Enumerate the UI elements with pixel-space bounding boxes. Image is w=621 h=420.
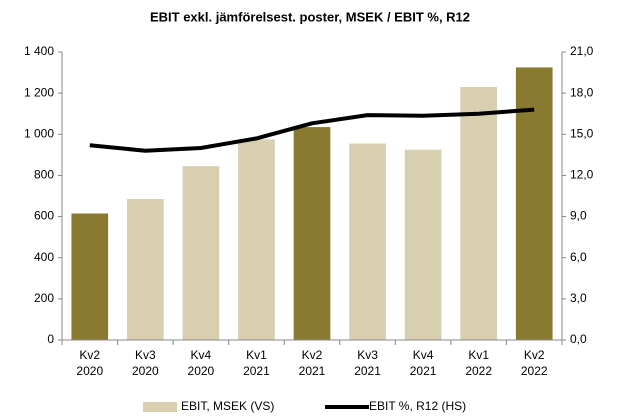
bar: [71, 213, 109, 340]
y2-tick-label: 18,0: [570, 85, 594, 99]
y-tick-label: 200: [34, 291, 54, 305]
x-tick-label: 2021: [354, 364, 381, 378]
x-tick-label: 2021: [410, 364, 437, 378]
x-tick-label: Kv4: [191, 348, 212, 362]
legend-label: EBIT %, R12 (HS): [369, 399, 466, 413]
bar: [127, 199, 164, 340]
bar: [349, 143, 386, 340]
bar: [238, 139, 275, 340]
y2-tick-label: 6,0: [570, 250, 587, 264]
x-tick-label: 2021: [299, 364, 326, 378]
x-tick-label: 2020: [188, 364, 215, 378]
y-tick-label: 0: [47, 332, 54, 346]
bar: [182, 166, 220, 340]
bar: [460, 86, 497, 340]
bar: [515, 67, 553, 340]
bar: [293, 127, 331, 340]
y2-tick-label: 21,0: [570, 44, 594, 58]
line: [89, 107, 535, 153]
x-tick-label: 2020: [132, 364, 159, 378]
legend-label: EBIT, MSEK (VS): [181, 399, 274, 413]
y-tick-label: 1 200: [24, 85, 54, 99]
y2-tick-label: 9,0: [570, 209, 587, 223]
y-tick-label: 1 400: [24, 44, 54, 58]
x-tick-label: Kv3: [135, 348, 156, 362]
x-tick-label: 2022: [465, 364, 492, 378]
y2-tick-label: 0,0: [570, 332, 587, 346]
x-tick-label: Kv4: [413, 348, 434, 362]
y-tick-label: 600: [34, 209, 54, 223]
legend-swatch: [143, 402, 177, 412]
y-tick-label: 1 000: [24, 126, 54, 140]
y2-tick-label: 15,0: [570, 126, 594, 140]
x-tick-label: Kv2: [524, 348, 545, 362]
x-tick-label: 2021: [243, 364, 270, 378]
x-tick-label: Kv1: [468, 348, 489, 362]
bar: [404, 149, 442, 340]
x-tick-label: Kv2: [302, 348, 323, 362]
y2-tick-label: 3,0: [570, 291, 587, 305]
x-tick-label: 2022: [521, 364, 548, 378]
y2-tick-label: 12,0: [570, 168, 594, 182]
chart-title: EBIT exkl. jämförelsest. poster, MSEK / …: [150, 9, 470, 24]
x-tick-label: Kv3: [357, 348, 378, 362]
x-tick-label: Kv1: [246, 348, 267, 362]
x-tick-label: 2020: [76, 364, 103, 378]
x-tick-label: Kv2: [79, 348, 100, 362]
y-tick-label: 400: [34, 250, 54, 264]
y-tick-label: 800: [34, 168, 54, 182]
